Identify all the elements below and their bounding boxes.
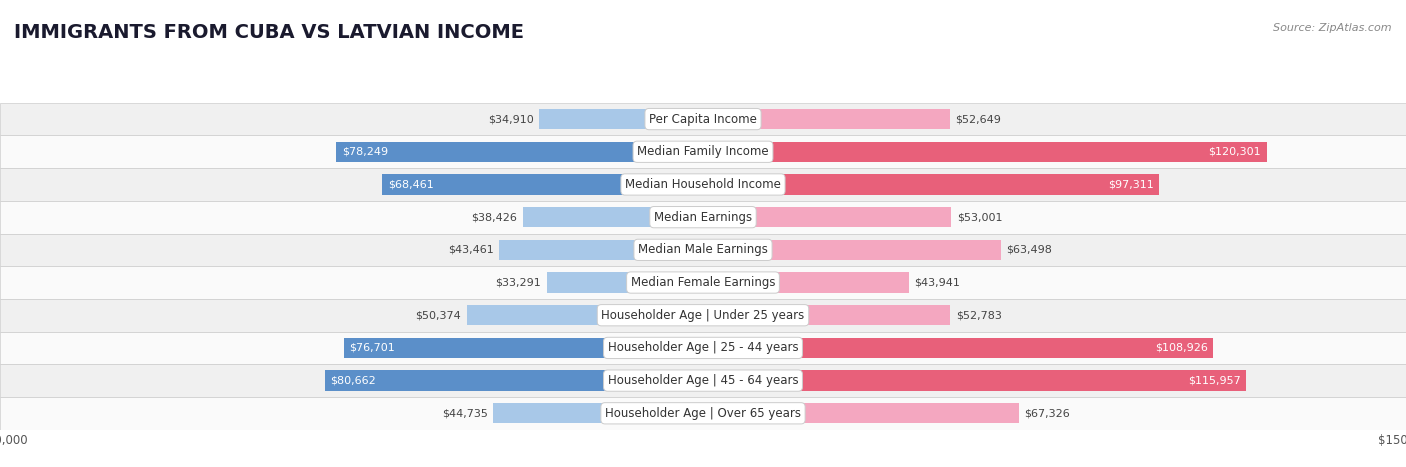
- Text: Median Family Income: Median Family Income: [637, 145, 769, 158]
- Text: $115,957: $115,957: [1188, 375, 1241, 386]
- Bar: [325, 370, 703, 391]
- Bar: [703, 240, 1001, 260]
- Text: $76,701: $76,701: [349, 343, 395, 353]
- Text: $97,311: $97,311: [1108, 179, 1153, 190]
- Bar: [382, 174, 703, 195]
- Bar: [0, 266, 1406, 299]
- Text: Median Earnings: Median Earnings: [654, 211, 752, 224]
- Text: Per Capita Income: Per Capita Income: [650, 113, 756, 126]
- Text: $50,374: $50,374: [416, 310, 461, 320]
- Text: $68,461: $68,461: [388, 179, 433, 190]
- Bar: [0, 397, 1406, 430]
- Bar: [0, 103, 1406, 135]
- Bar: [703, 207, 952, 227]
- Text: IMMIGRANTS FROM CUBA VS LATVIAN INCOME: IMMIGRANTS FROM CUBA VS LATVIAN INCOME: [14, 23, 524, 42]
- Bar: [703, 403, 1018, 424]
- Text: $52,649: $52,649: [955, 114, 1001, 124]
- Text: $53,001: $53,001: [957, 212, 1002, 222]
- Text: Householder Age | Over 65 years: Householder Age | Over 65 years: [605, 407, 801, 420]
- Bar: [523, 207, 703, 227]
- Text: $108,926: $108,926: [1154, 343, 1208, 353]
- Text: $43,941: $43,941: [914, 277, 960, 288]
- Bar: [467, 305, 703, 325]
- Text: Householder Age | Under 25 years: Householder Age | Under 25 years: [602, 309, 804, 322]
- Text: Source: ZipAtlas.com: Source: ZipAtlas.com: [1274, 23, 1392, 33]
- Bar: [0, 201, 1406, 234]
- Bar: [0, 168, 1406, 201]
- Text: $43,461: $43,461: [449, 245, 494, 255]
- Bar: [0, 299, 1406, 332]
- Text: Householder Age | 25 - 44 years: Householder Age | 25 - 44 years: [607, 341, 799, 354]
- Bar: [343, 338, 703, 358]
- Text: $34,910: $34,910: [488, 114, 534, 124]
- Text: Median Male Earnings: Median Male Earnings: [638, 243, 768, 256]
- Bar: [0, 332, 1406, 364]
- Bar: [0, 135, 1406, 168]
- Bar: [0, 364, 1406, 397]
- Bar: [703, 370, 1247, 391]
- Bar: [703, 109, 949, 129]
- Bar: [703, 174, 1159, 195]
- Bar: [703, 272, 908, 293]
- Bar: [494, 403, 703, 424]
- Text: $78,249: $78,249: [342, 147, 388, 157]
- Text: $120,301: $120,301: [1209, 147, 1261, 157]
- Text: $38,426: $38,426: [471, 212, 517, 222]
- Text: $80,662: $80,662: [330, 375, 377, 386]
- Text: $52,783: $52,783: [956, 310, 1002, 320]
- Text: Median Female Earnings: Median Female Earnings: [631, 276, 775, 289]
- Text: $63,498: $63,498: [1007, 245, 1052, 255]
- Text: $67,326: $67,326: [1024, 408, 1070, 418]
- Bar: [703, 305, 950, 325]
- Text: Median Household Income: Median Household Income: [626, 178, 780, 191]
- Bar: [703, 142, 1267, 162]
- Text: $33,291: $33,291: [495, 277, 541, 288]
- Text: $44,735: $44,735: [441, 408, 488, 418]
- Bar: [547, 272, 703, 293]
- Bar: [0, 234, 1406, 266]
- Bar: [336, 142, 703, 162]
- Bar: [499, 240, 703, 260]
- Bar: [703, 338, 1213, 358]
- Text: Householder Age | 45 - 64 years: Householder Age | 45 - 64 years: [607, 374, 799, 387]
- Bar: [540, 109, 703, 129]
